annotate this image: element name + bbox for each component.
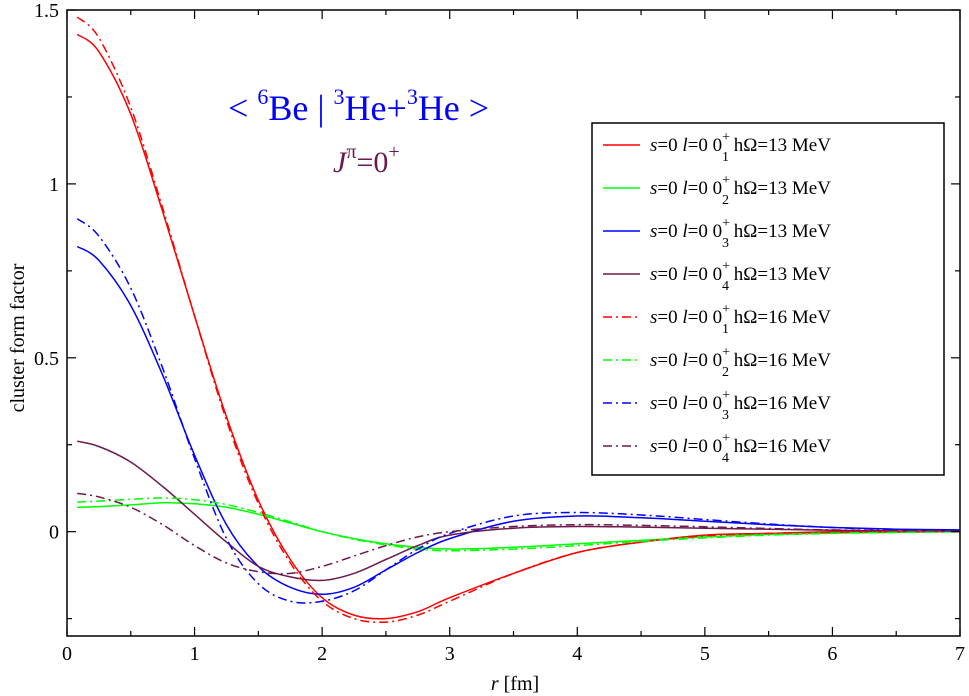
- x-tick-label: 2: [317, 643, 327, 665]
- x-axis: 0 1 2 3 4 5 6 7: [62, 10, 965, 665]
- annotation-spin-parity: Jπ=0+: [333, 141, 400, 179]
- legend-entry-2: s=0 l=0 0+ 2 hΩ=13 MeV: [650, 173, 831, 208]
- plot-curves: [76, 16, 961, 624]
- legend-box: [591, 122, 945, 476]
- annotation-overlap: < 6Be | 3He+3He >: [228, 84, 489, 128]
- legend: s=0 l=0 0+ 1 hΩ=13 MeV s=0 l=0 0+ 2 hΩ=13 M…: [603, 130, 831, 466]
- x-tick-label: 5: [700, 643, 710, 665]
- y-axis-label: cluster form factor: [7, 263, 29, 412]
- x-tick-label: 3: [445, 643, 455, 665]
- x-tick-label: 0: [62, 643, 72, 665]
- series-line-6: [77, 497, 961, 552]
- legend-entry-1: s=0 l=0 0+ 1 hΩ=13 MeV: [650, 130, 831, 165]
- y-axis: 1.5 1 0.5 0: [34, 0, 960, 620]
- legend-entry-7: s=0 l=0 0+ 3 hΩ=16 MeV: [650, 388, 831, 423]
- y-tick-label: 1: [49, 174, 59, 196]
- legend-entry-6: s=0 l=0 0+ 2 hΩ=16 MeV: [650, 345, 831, 380]
- legend-entry-5: s=0 l=0 0+ 1 hΩ=16 MeV: [650, 302, 831, 337]
- x-tick-label: 4: [572, 643, 582, 665]
- series-line-5: [76, 16, 961, 624]
- x-axis-label: r [fm]: [491, 673, 539, 695]
- series-line-2: [77, 502, 961, 550]
- x-tick-label: 6: [827, 643, 837, 665]
- y-tick-label: 1.5: [34, 0, 59, 22]
- x-tick-label: 7: [955, 643, 965, 665]
- y-tick-label: 0: [49, 522, 59, 544]
- series-line-8: [77, 492, 961, 575]
- series-line-4: [77, 440, 961, 582]
- legend-entry-4: s=0 l=0 0+ 4 hΩ=13 MeV: [650, 259, 831, 294]
- legend-entry-3: s=0 l=0 0+ 3 hΩ=13 MeV: [650, 216, 831, 251]
- series-line-7: [76, 218, 961, 604]
- y-tick-label: 0.5: [34, 348, 59, 370]
- x-tick-label: 1: [190, 643, 200, 665]
- legend-entry-8: s=0 l=0 0+ 4 hΩ=16 MeV: [650, 431, 831, 466]
